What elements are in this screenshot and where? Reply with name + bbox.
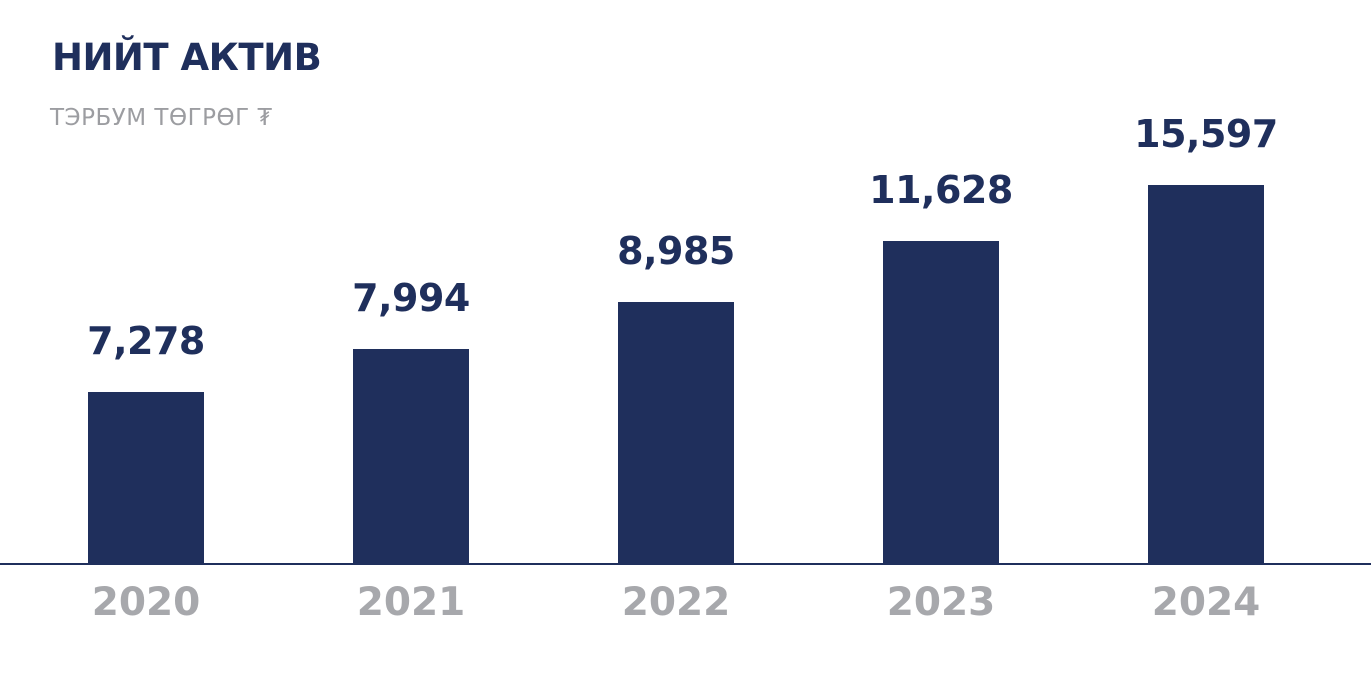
category-label-2020: 2020 [91, 580, 201, 625]
bar-2020 [88, 392, 204, 564]
chart-subtitle: ТЭРБУМ ТӨГРӨГ ₮ [50, 105, 273, 131]
category-label-2023: 2023 [886, 580, 996, 625]
value-label-2021: 7,994 [352, 276, 470, 320]
category-label-2024: 2024 [1151, 580, 1261, 625]
x-axis-line [0, 563, 1371, 565]
value-label-2024: 15,597 [1134, 112, 1278, 156]
bar-2023 [883, 241, 999, 564]
value-label-2020: 7,278 [87, 319, 205, 363]
chart-title: НИЙТ АКТИВ [52, 36, 322, 79]
value-label-2023: 11,628 [869, 168, 1013, 212]
category-label-2022: 2022 [621, 580, 731, 625]
bar-2022 [618, 302, 734, 564]
bar-2024 [1148, 185, 1264, 564]
category-label-2021: 2021 [356, 580, 466, 625]
value-label-2022: 8,985 [617, 229, 735, 273]
bar-2021 [353, 349, 469, 564]
